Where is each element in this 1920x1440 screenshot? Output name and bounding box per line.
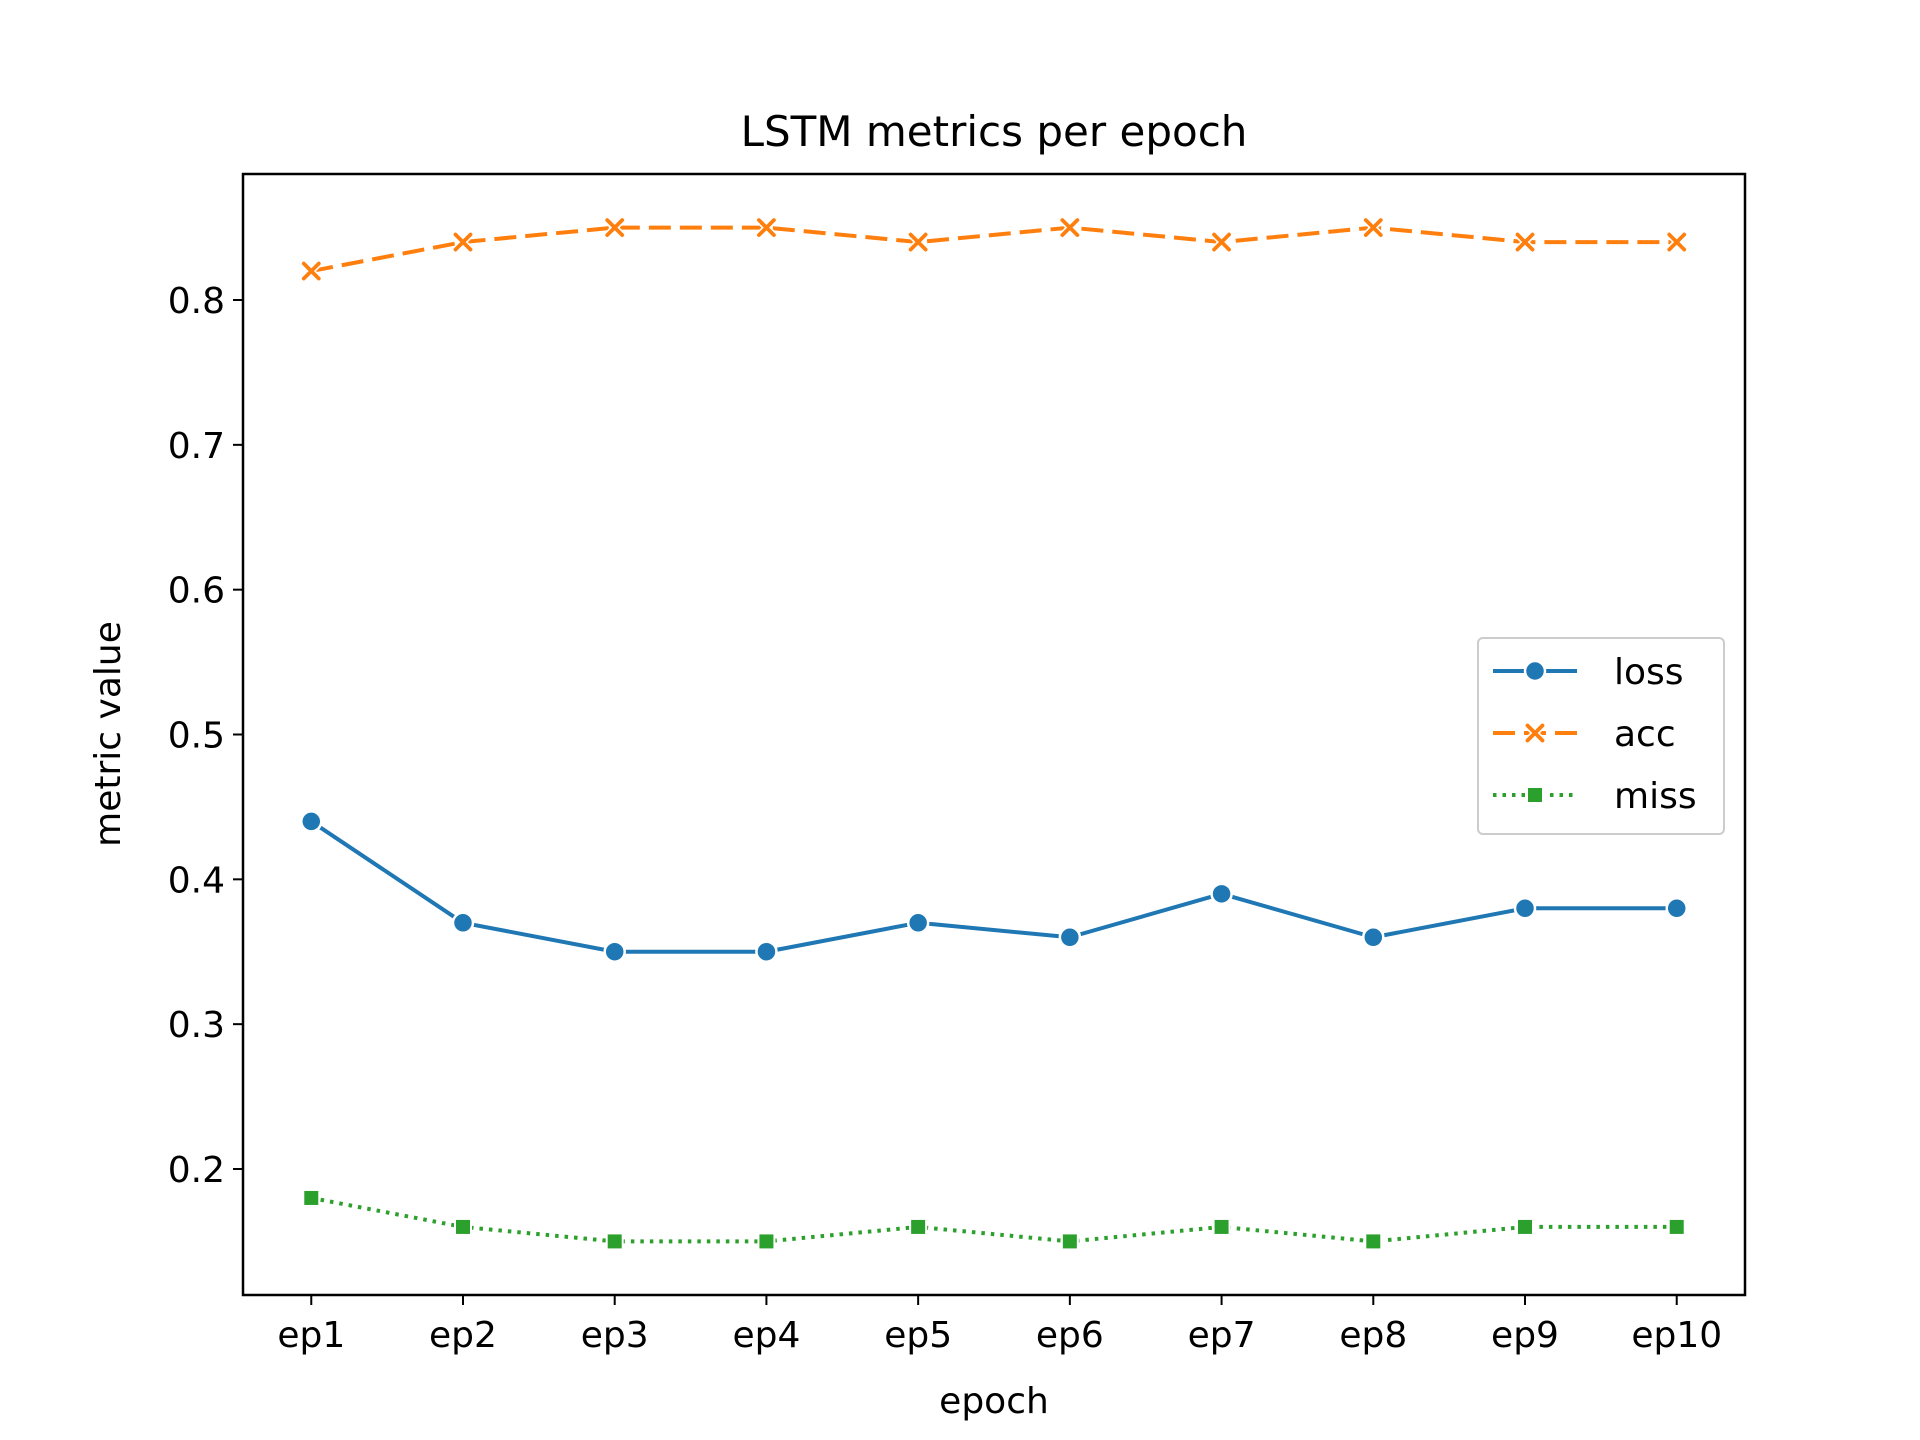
- data-point-acc: [1665, 231, 1688, 254]
- y-axis: 0.2 0.3 0.4 0.5 0.6 0.7 0.8: [168, 281, 243, 1191]
- data-point-loss: [1058, 926, 1082, 949]
- data-point-loss: [1362, 926, 1385, 949]
- data-point-acc: [1362, 216, 1385, 239]
- data-point-acc: [300, 260, 323, 283]
- y-tick-label: 0.2: [168, 1150, 225, 1191]
- data-point-loss: [603, 940, 626, 963]
- legend-entry-acc: acc: [1493, 714, 1676, 755]
- x-tick-label: ep8: [1339, 1315, 1407, 1356]
- legend-marker-loss: [1523, 659, 1547, 683]
- data-point-miss: [1060, 1232, 1079, 1251]
- y-tick-label: 0.8: [168, 281, 225, 322]
- data-point-acc: [451, 231, 474, 254]
- data-point-acc: [907, 231, 930, 254]
- chart-title: LSTM metrics per epoch: [741, 107, 1248, 156]
- data-point-loss: [1513, 897, 1537, 920]
- series-loss: [300, 810, 1688, 963]
- series-line-miss: [310, 1195, 1677, 1244]
- y-tick-label: 0.5: [168, 716, 225, 757]
- legend-box: [1477, 637, 1725, 835]
- y-tick-label: 0.4: [168, 860, 225, 901]
- data-point-loss: [755, 940, 778, 963]
- y-tick-label: 0.6: [168, 571, 225, 612]
- data-point-miss: [453, 1217, 472, 1236]
- data-point-miss: [757, 1232, 776, 1251]
- y-tick-label: 0.7: [168, 426, 225, 467]
- y-axis-label: metric value: [88, 621, 129, 847]
- data-point-loss: [1210, 882, 1233, 906]
- y-tick-label: 0.3: [168, 1005, 225, 1046]
- x-axis: ep1 ep2 ep3 ep4 ep5 ep6 ep7 ep8 ep9 ep10: [277, 1295, 1722, 1356]
- data-point-acc: [755, 216, 778, 239]
- legend-marker-acc: [1524, 722, 1546, 744]
- x-tick-label: ep4: [732, 1315, 800, 1356]
- x-tick-label: ep5: [884, 1315, 952, 1356]
- data-point-loss: [451, 911, 475, 935]
- data-point-miss: [1364, 1232, 1383, 1251]
- plot-area: [300, 216, 1688, 1251]
- data-point-miss: [302, 1188, 321, 1207]
- x-tick-label: ep3: [581, 1315, 649, 1356]
- legend-label-loss: loss: [1614, 652, 1684, 693]
- legend-entry-miss: miss: [1493, 776, 1697, 817]
- data-point-acc: [1514, 231, 1537, 254]
- legend-marker-miss: [1526, 786, 1544, 804]
- x-tick-label: ep6: [1036, 1315, 1104, 1356]
- data-point-miss: [1212, 1217, 1231, 1236]
- x-tick-label: ep2: [429, 1315, 497, 1356]
- legend: loss acc miss: [1477, 637, 1725, 835]
- data-point-loss: [1665, 897, 1688, 920]
- series-line-acc: [310, 225, 1677, 274]
- legend-entry-loss: loss: [1493, 652, 1684, 693]
- x-tick-label: ep10: [1631, 1315, 1722, 1356]
- data-point-miss: [605, 1232, 624, 1251]
- data-point-acc: [1058, 216, 1081, 239]
- data-point-loss: [300, 810, 323, 833]
- data-point-loss: [906, 911, 930, 935]
- data-point-acc: [1210, 231, 1233, 254]
- legend-label-acc: acc: [1614, 714, 1676, 755]
- x-tick-label: ep1: [277, 1315, 345, 1356]
- x-axis-label: epoch: [939, 1381, 1049, 1422]
- legend-label-miss: miss: [1614, 776, 1697, 817]
- data-point-acc: [603, 216, 626, 239]
- data-point-miss: [909, 1217, 928, 1236]
- data-point-miss: [1516, 1217, 1535, 1236]
- data-point-miss: [1667, 1217, 1686, 1236]
- series-miss: [302, 1188, 1686, 1251]
- x-tick-label: ep9: [1491, 1315, 1559, 1356]
- series-line-loss: [310, 819, 1677, 954]
- series-acc: [300, 216, 1688, 283]
- x-tick-label: ep7: [1188, 1315, 1256, 1356]
